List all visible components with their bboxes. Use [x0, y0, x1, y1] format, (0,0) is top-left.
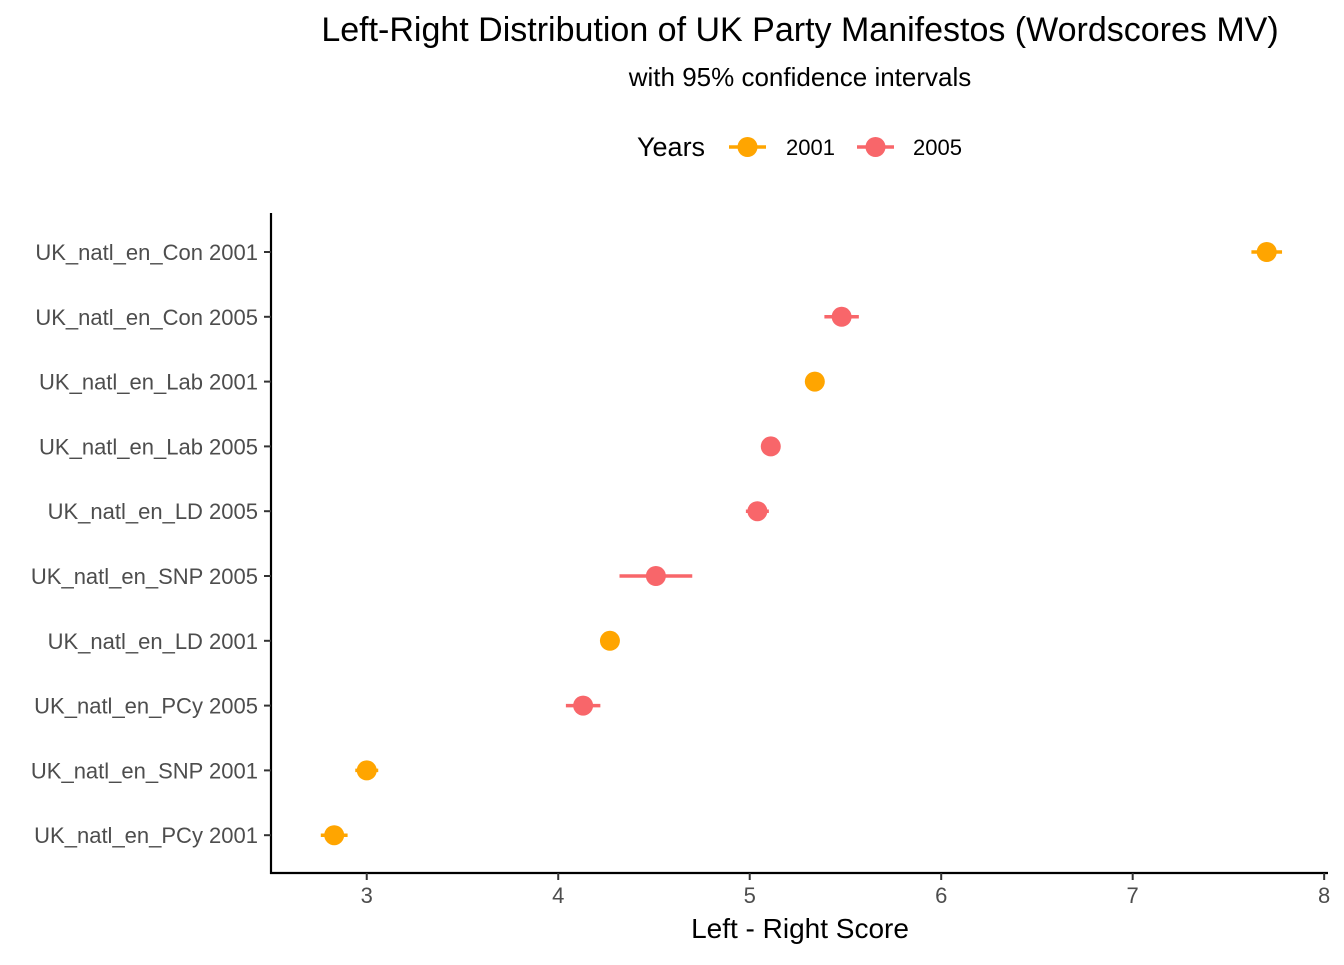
y-axis-ticks: UK_natl_en_Con 2001 UK_natl_en_Con 2005 UK…: [31, 240, 271, 848]
y-tick-label-uk_natl_en_lab-2001: UK_natl_en_Lab 2001: [39, 370, 258, 395]
legend-label-2005: 2005: [913, 135, 962, 160]
point-uk_natl_en_ld-2005: [747, 501, 768, 522]
y-tick-label-uk_natl_en_ld-2005: UK_natl_en_LD 2005: [48, 499, 258, 524]
point-uk_natl_en_ld-2001: [599, 630, 620, 651]
point-uk_natl_en_pcy-2001: [324, 825, 345, 846]
legend: Years 2001 2005: [637, 132, 962, 162]
x-tick-label-5: 5: [744, 883, 756, 908]
x-axis-ticks: 3 4 5 6 7 8: [361, 873, 1330, 908]
legend-key-point-2005: [865, 137, 886, 157]
y-tick-label-uk_natl_en_ld-2001: UK_natl_en_LD 2001: [48, 629, 258, 654]
point-uk_natl_en_pcy-2005: [573, 695, 594, 716]
point-uk_natl_en_snp-2005: [645, 566, 666, 586]
chart-title: Left-Right Distribution of UK Party Mani…: [321, 11, 1278, 49]
y-tick-label-uk_natl_en_snp-2001: UK_natl_en_SNP 2001: [31, 758, 258, 783]
legend-label-2001: 2001: [786, 135, 835, 160]
point-uk_natl_en_con-2001: [1256, 242, 1277, 262]
x-tick-label-3: 3: [361, 883, 373, 908]
y-tick-label-uk_natl_en_snp-2005: UK_natl_en_SNP 2005: [31, 564, 258, 589]
y-tick-label-uk_natl_en_con-2001: UK_natl_en_Con 2001: [35, 240, 258, 265]
x-tick-label-7: 7: [1127, 883, 1139, 908]
x-tick-label-6: 6: [935, 883, 947, 908]
legend-key-point-2001: [737, 137, 758, 157]
legend-title: Years: [637, 132, 705, 162]
y-tick-label-uk_natl_en_con-2005: UK_natl_en_Con 2005: [35, 305, 258, 330]
y-tick-label-uk_natl_en_lab-2005: UK_natl_en_Lab 2005: [39, 434, 258, 459]
x-tick-label-4: 4: [552, 883, 564, 908]
legend-entries: 2001 2005: [729, 135, 962, 160]
y-tick-label-uk_natl_en_pcy-2001: UK_natl_en_PCy 2001: [34, 823, 258, 848]
point-uk_natl_en_lab-2001: [804, 371, 825, 392]
data-points: [324, 242, 1277, 846]
point-uk_natl_en_lab-2005: [760, 436, 781, 457]
plot-area: UK_natl_en_Con 2001 UK_natl_en_Con 2005 UK…: [31, 213, 1330, 908]
chart-subtitle: with 95% confidence intervals: [628, 62, 972, 92]
x-tick-label-8: 8: [1318, 883, 1330, 908]
point-uk_natl_en_snp-2001: [356, 760, 377, 781]
y-tick-label-uk_natl_en_pcy-2005: UK_natl_en_PCy 2005: [34, 694, 258, 719]
x-axis-title: Left - Right Score: [691, 913, 909, 944]
point-uk_natl_en_con-2005: [831, 306, 852, 327]
